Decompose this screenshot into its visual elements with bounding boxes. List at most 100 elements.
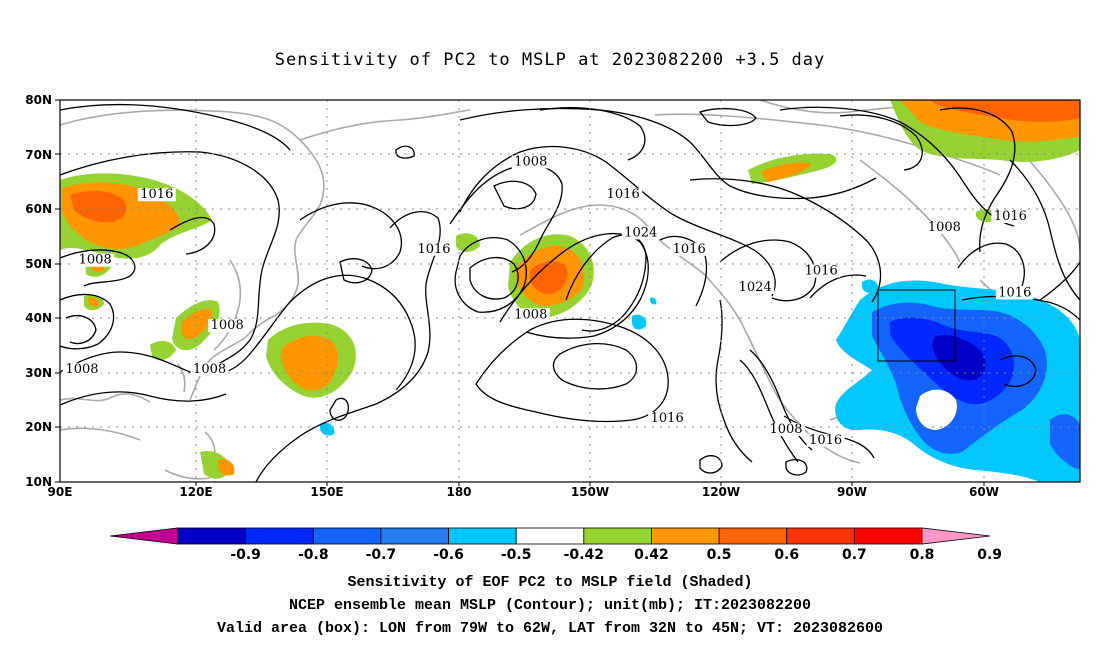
map-title: Sensitivity of PC2 to MSLP at 2023082200… [274, 50, 826, 70]
contour-label: 1016 [137, 187, 176, 202]
colorbar-segment [786, 527, 855, 545]
contour-label-text: 1008 [211, 318, 244, 333]
lon-label-90w: 90W [837, 485, 867, 499]
contour-label-text: 1008 [65, 362, 98, 377]
colorbar-segment [448, 527, 517, 545]
longitude-axis: 90E 120E 150E 180 150W 120W 90W 60W [48, 482, 999, 499]
contour-label: 1008 [76, 253, 115, 268]
contour-label: 1016 [648, 411, 687, 426]
contour-label: 1016 [670, 242, 709, 257]
contour-label-background [76, 253, 115, 267]
contour-label-text: 1016 [417, 242, 450, 257]
mslp-contours [60, 103, 1080, 482]
contour-label-text: 1024 [624, 225, 657, 240]
lon-label-180: 180 [446, 485, 471, 499]
colorbar: -0.9 -0.8 -0.7 -0.6 -0.5 -0.42 0.42 0.5 0.6 0.7 0.… [109, 527, 1002, 563]
colorbar-tick-label: 0.5 [707, 547, 732, 563]
contour-label: 1016 [995, 285, 1034, 300]
lon-label-150w: 150W [571, 485, 609, 499]
contour-label: 1016 [415, 242, 453, 257]
contour-label-text: 1016 [809, 433, 842, 448]
contour-label-background [670, 242, 709, 256]
contour-label-background [604, 188, 643, 202]
contour-label-text: 1008 [514, 154, 547, 169]
lat-label-50n: 50N [25, 257, 52, 271]
colorbar-tick-label: -0.8 [298, 547, 329, 563]
contour-label: 1024 [621, 225, 660, 240]
colorbar-tick-label: -0.6 [433, 547, 464, 563]
contour-label: 1008 [767, 422, 805, 437]
contour-label: 1008 [511, 307, 550, 322]
sensitivity-shading [60, 100, 1080, 482]
contour-label-text: 1016 [994, 209, 1027, 224]
contour-label-background [190, 362, 229, 376]
colorbar-tick-label: 0.42 [634, 547, 669, 563]
contour-label-background [511, 155, 550, 169]
contour-label-background [511, 308, 550, 322]
contour-label: 1016 [802, 264, 841, 279]
colorbar-tick-label: -0.7 [366, 547, 397, 563]
colorbar-under-triangle [109, 527, 179, 545]
contour-label-text: 1016 [673, 242, 706, 257]
colorbar-tick-label: -0.9 [230, 547, 261, 563]
colorbar-tick-label: -0.5 [501, 547, 532, 563]
colorbar-segment [312, 527, 382, 545]
lat-label-70n: 70N [25, 148, 52, 162]
lat-label-80n: 80N [25, 93, 52, 107]
contour-label-background [802, 264, 841, 278]
contour-label-background [806, 433, 845, 447]
lat-label-60n: 60N [25, 202, 52, 216]
lat-label-20n: 20N [25, 420, 52, 434]
contour-label: 1008 [208, 318, 247, 333]
contour-label-text: 1016 [607, 187, 640, 202]
contour-label-text: 1016 [140, 187, 173, 202]
lat-lon-grid [60, 100, 1080, 482]
plot-frame [59, 99, 1081, 483]
colorbar-segment [380, 527, 449, 545]
caption-shading: Sensitivity of EOF PC2 to MSLP field (Sh… [347, 574, 753, 591]
contour-label-background [991, 210, 1030, 224]
contour-label: 1008 [190, 362, 229, 377]
colorbar-segment [515, 527, 585, 545]
contour-label-text: 1016 [805, 264, 838, 279]
contour-label-background [137, 188, 176, 202]
contour-label-text: 1008 [193, 362, 226, 377]
contour-label-text: 1008 [79, 253, 112, 268]
shade-positive-darkorange [70, 190, 127, 223]
colorbar-segment [245, 527, 314, 545]
contour-label: 1008 [925, 220, 964, 235]
contour-label: 1008 [63, 362, 101, 377]
colorbar-tick-label: 0.6 [774, 547, 799, 563]
colorbar-segment [853, 527, 923, 545]
lon-label-60w: 60W [969, 485, 999, 499]
contour-label-background [925, 220, 964, 234]
contour-label-text: 1016 [998, 285, 1031, 300]
contour-label-background [767, 422, 805, 436]
colorbar-tick-label: 0.7 [842, 547, 867, 563]
caption-valid-area: Valid area (box): LON from 79W to 62W, L… [216, 620, 884, 637]
colorbar-segment [177, 527, 247, 545]
lon-label-120e: 120E [179, 485, 212, 499]
colorbar-segment [651, 527, 720, 545]
lat-label-40n: 40N [25, 311, 52, 325]
contour-label: 1024 [736, 280, 775, 295]
contour-label-text: 1024 [739, 280, 772, 295]
contour-label: 1016 [604, 187, 643, 202]
contour-label: 1016 [806, 433, 845, 448]
colorbar-tick-label: 0.8 [910, 547, 935, 563]
lon-label-90e: 90E [48, 485, 73, 499]
contour-labels: 1016 1008 1008 1008 1008 1016 1008 1016 1024 1016… [63, 154, 1034, 448]
valid-area-box [877, 289, 956, 362]
colorbar-segment [718, 527, 788, 545]
colorbar-tick-label: -0.42 [564, 547, 604, 563]
contour-label-background [415, 242, 453, 256]
colorbar-tick-label: 0.9 [977, 547, 1002, 563]
contour-label-text: 1008 [514, 307, 547, 322]
lon-label-150e: 150E [310, 485, 343, 499]
lon-label-120w: 120W [702, 485, 740, 499]
colorbar-segment [583, 527, 652, 545]
contour-label-background [648, 411, 687, 425]
contour-label-text: 1008 [928, 220, 961, 235]
contour-label-text: 1008 [769, 422, 802, 437]
